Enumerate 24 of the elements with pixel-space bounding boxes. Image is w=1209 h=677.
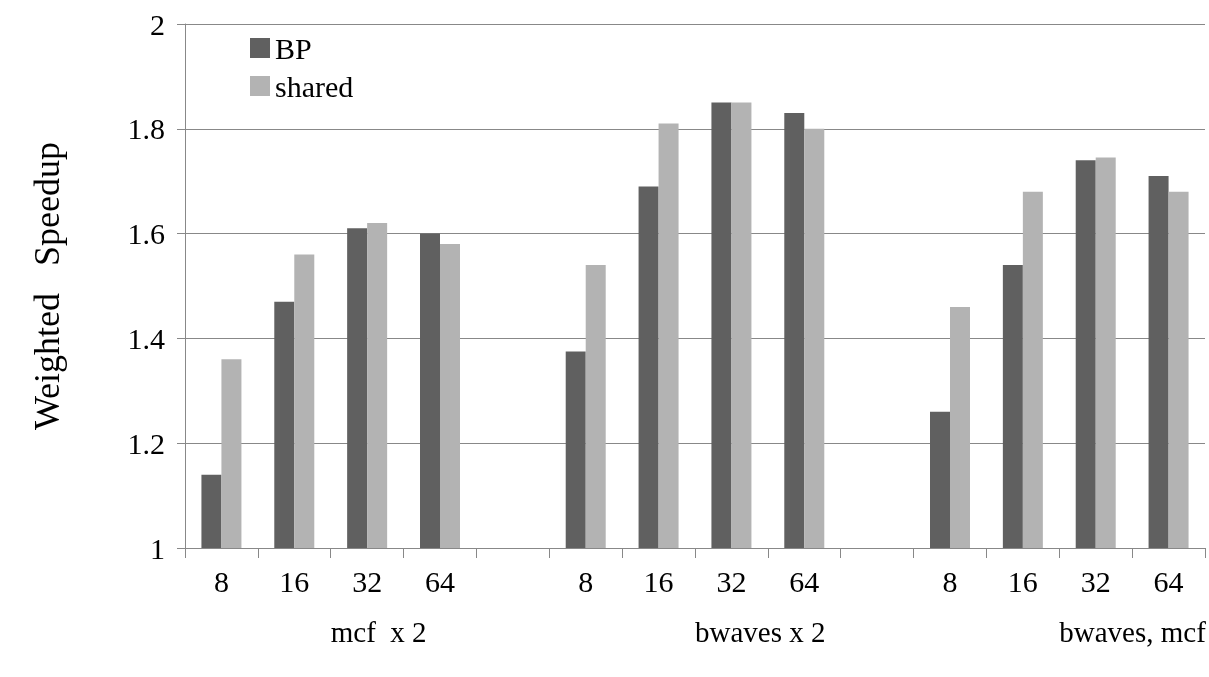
x-tick-label: 16: [1007, 564, 1038, 598]
y-tick-label: 1: [150, 531, 165, 565]
x-tick-label: 8: [578, 564, 594, 598]
text: bwaves x 2: [694, 615, 826, 648]
x-tick-label: 64: [425, 564, 455, 598]
y-tick-label: 1.8: [127, 112, 165, 146]
y-tick-label: 1.2: [127, 426, 165, 460]
y-axis-title: Weighted Speedup: [27, 141, 67, 431]
x-tick-label: 32: [352, 564, 383, 598]
y-tick-label: 2: [150, 7, 165, 41]
x-tick-label: 16: [279, 564, 310, 598]
text: mcf x 2: [330, 615, 427, 648]
text: bwaves, mcf: [1059, 615, 1207, 648]
legend-label: shared: [275, 69, 354, 103]
x-tick-label: 8: [942, 564, 958, 598]
x-tick-label: 64: [1153, 564, 1184, 598]
y-tick-label: 1.4: [127, 321, 165, 355]
x-tick-label: 8: [213, 564, 229, 598]
x-tick-label: 32: [1080, 564, 1111, 598]
x-tick-label: 16: [643, 564, 674, 598]
x-tick-label: 64: [789, 564, 820, 598]
y-tick-label: 1.6: [127, 217, 165, 251]
x-tick-label: 32: [716, 564, 747, 598]
legend-label: BP: [275, 31, 312, 65]
